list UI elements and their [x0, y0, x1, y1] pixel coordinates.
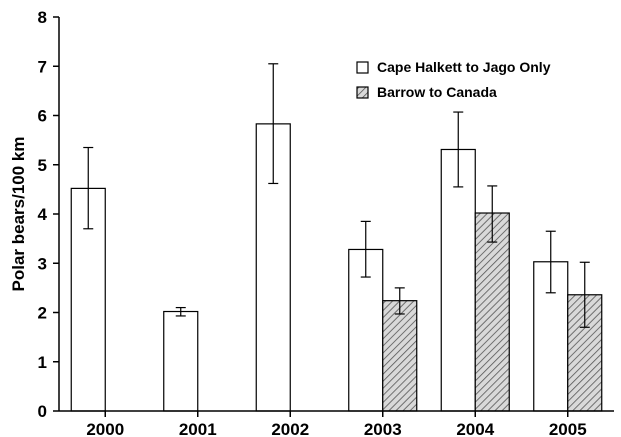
bar-barrow: [474, 212, 510, 412]
legend-label-barrow: Barrow to Canada: [377, 84, 497, 100]
x-tick-label: 2005: [549, 420, 587, 437]
y-tick-label: 0: [38, 402, 47, 421]
x-tick-label: 2002: [271, 420, 309, 437]
y-tick-label: 8: [38, 8, 47, 27]
x-tick-label: 2004: [456, 420, 494, 437]
bar-barrow: [382, 300, 418, 412]
y-tick-label: 3: [38, 254, 47, 273]
y-tick-label: 1: [38, 353, 47, 372]
error-bars: [83, 63, 590, 328]
bar-cape-halkett: [163, 310, 199, 412]
x-tick-label: 2003: [364, 420, 402, 437]
legend-swatch-cape-halkett: [356, 61, 369, 74]
y-tick-label: 4: [38, 205, 48, 224]
y-axis-title: Polar bears/100 km: [9, 137, 28, 292]
x-tick-label: 2001: [179, 420, 217, 437]
x-tick-label: 2000: [86, 420, 124, 437]
y-tick-label: 2: [38, 304, 47, 323]
legend: Cape Halkett to Jago Only Barrow to Cana…: [356, 59, 551, 100]
x-axis: 2000 2001 2002 2003 2004 2005: [86, 411, 587, 437]
y-tick-label: 7: [38, 57, 47, 76]
y-axis: 0 1 2 3 4 5 6 7 8: [38, 8, 59, 421]
legend-swatch-barrow: [356, 86, 369, 99]
y-tick-label: 6: [38, 107, 47, 126]
y-tick-label: 5: [38, 156, 47, 175]
legend-label-cape-halkett: Cape Halkett to Jago Only: [377, 59, 551, 75]
bars: [70, 123, 603, 412]
bar-cape-halkett: [440, 148, 476, 412]
